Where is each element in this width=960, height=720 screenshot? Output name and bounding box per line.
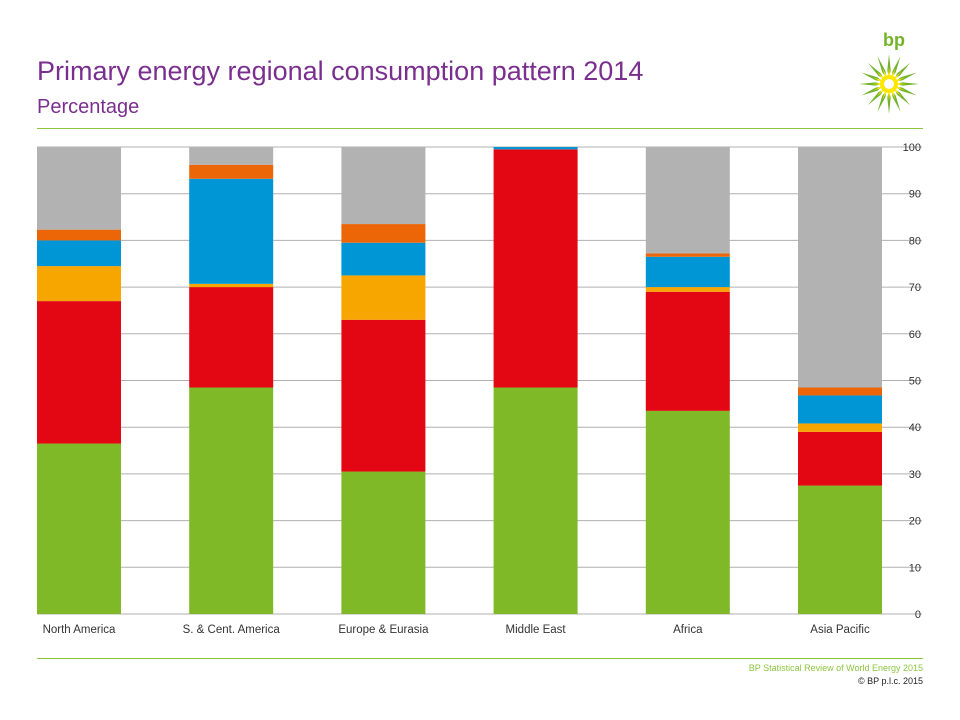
y-tick-label: 50 [909,376,921,388]
bar-segment [645,256,730,288]
x-tick-label: S. & Cent. America [183,624,281,636]
bar-segment [341,242,426,276]
x-tick-label: Europe & Eurasia [338,624,429,636]
bar-segment [645,147,730,254]
bar-segment [189,147,274,165]
bar-segment [37,229,121,241]
helios-petal [861,86,881,96]
helios-petal [884,91,889,106]
helios-petal [859,81,879,87]
y-tick-label: 90 [909,189,921,201]
bar-segment [189,283,274,288]
copyright-note: © BP p.l.c. 2015 [857,676,923,686]
y-tick-label: 70 [909,282,921,294]
x-tick-label: Africa [673,624,703,636]
header-rule [37,128,923,129]
helios-petal [867,79,882,84]
helios-petal [861,72,881,82]
helios-petal [896,79,911,84]
x-tick-label: Asia Pacific [810,624,870,636]
bar-segment [798,147,882,388]
bar-segment [189,287,274,388]
bar-segment [493,149,578,388]
bar-segment [798,431,882,486]
helios-petal [891,89,902,103]
bar-segment [341,319,426,472]
y-tick-label: 100 [903,142,921,154]
helios-petal [870,71,884,82]
helios-petal [891,92,901,112]
bar-segment [37,266,121,302]
chart-subtitle: Percentage [37,96,140,118]
helios-petal [886,54,892,74]
helios-petal [897,86,917,96]
bar-segment [645,253,730,257]
helios-petal [894,86,908,97]
helios-core [884,79,894,89]
helios-petal [891,56,901,76]
helios-petal [897,72,917,82]
helios-petal [877,92,887,112]
helios-petal [876,89,887,103]
helios-petal [891,65,902,79]
bar-segment [798,485,882,614]
y-tick-label: 20 [909,516,921,528]
bp-logo: bp [858,30,930,116]
bar-segment [798,387,882,396]
footer-rule [37,658,923,659]
bp-logo-text: bp [883,30,905,50]
bar-segment [189,178,274,284]
helios-petal [899,81,919,87]
bar-segment [341,275,426,320]
helios-petal [889,62,894,77]
y-tick-label: 0 [915,609,921,621]
y-tick-label: 40 [909,422,921,434]
helios-icon [859,54,919,114]
helios-petal [877,56,887,76]
helios-petal [886,94,892,114]
helios-petal [896,84,911,89]
helios-petal [884,62,889,77]
y-tick-label: 80 [909,235,921,247]
y-tick-label: 60 [909,329,921,341]
helios-petal [870,86,884,97]
helios-petal [894,71,908,82]
bar-segment [37,301,121,444]
bar-segment [798,395,882,424]
bar-segment [645,410,730,614]
bar-segment [37,240,121,267]
bar-segment [798,423,882,432]
bar-segment [37,147,121,230]
helios-petal [889,91,894,106]
x-tick-label: North America [43,624,116,636]
bar-segment [189,387,274,614]
bar-segment [645,291,730,411]
bar-segment [341,147,426,225]
bar-segment [341,471,426,614]
bar-segment [37,443,121,614]
bar-segment [645,287,730,292]
x-tick-label: Middle East [506,624,567,636]
helios-petal [867,84,882,89]
source-note: BP Statistical Review of World Energy 20… [748,663,923,673]
bar-segment [493,147,578,150]
y-tick-label: 30 [909,469,921,481]
bar-segment [493,387,578,614]
bar-segment [341,224,426,243]
y-tick-label: 10 [909,562,921,574]
bar-segment [189,164,274,179]
chart-title: Primary energy regional consumption patt… [37,56,644,86]
helios-petal [876,65,887,79]
